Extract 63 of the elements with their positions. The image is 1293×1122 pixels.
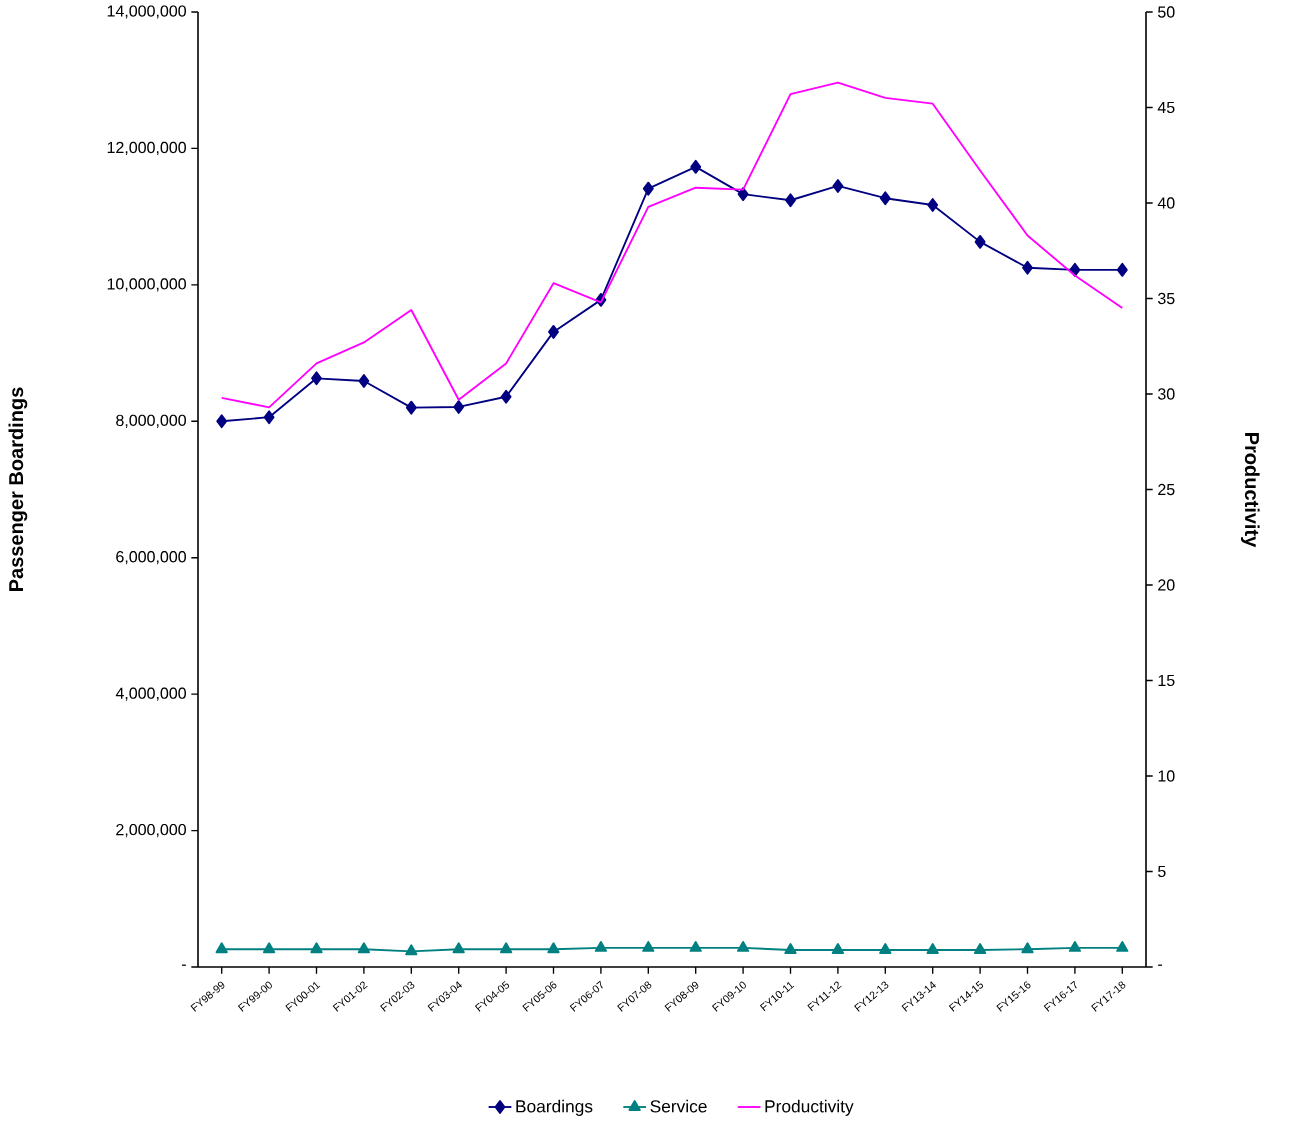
y2-tick-label: 50 [1158,6,1175,18]
point [784,943,797,954]
y2-tick-label: 25 [1158,483,1175,496]
point [926,943,939,954]
point [879,943,892,954]
point [263,410,275,425]
point [1116,262,1128,277]
y2-tick-label: 35 [1157,292,1175,305]
y2-tick-label: 15 [1158,674,1175,687]
point [642,181,654,196]
point [216,414,228,429]
point [832,179,844,193]
y-axis-title: Passenger Boardings [8,387,28,591]
point [1022,260,1033,275]
point [311,371,322,386]
legend-label: Productivity [765,1099,854,1116]
y2-tick-label: 10 [1158,770,1175,782]
point [642,940,655,952]
y2-tick-label: 20 [1158,579,1175,591]
point [500,389,512,404]
point [452,942,465,954]
legend-label: Service [650,1099,707,1113]
point [785,193,796,208]
y2-tick-label: 40 [1157,197,1175,209]
point [594,940,608,952]
y-tick-label: 8,000,000 [116,414,186,428]
y-tick-label: 12,000,000 [107,141,186,156]
point [1068,940,1082,952]
point [215,942,228,954]
point [262,942,276,954]
y-tick-label: 4,000,000 [115,687,186,701]
point [499,942,513,954]
point [690,159,702,174]
y-tick-label: 14,000,000 [107,5,186,19]
point [927,198,939,212]
point [831,943,845,954]
point [548,324,559,339]
point [879,191,891,206]
y-tick-label: 6,000,000 [116,551,186,565]
point [453,400,465,414]
point [736,940,750,952]
y-tick-label: 2,000,000 [116,823,186,838]
y2-tick-label: 5 [1158,865,1166,878]
point [405,944,418,956]
legend-label: Boardings [516,1099,593,1116]
point [405,400,417,415]
point [737,187,749,202]
point [547,942,560,954]
point [310,942,323,954]
y2-tick-label: 30 [1157,388,1175,400]
point [1021,942,1034,954]
point [1116,940,1129,952]
point [973,943,987,954]
y-tick-label: 10,000,000 [107,278,186,292]
point [974,234,986,249]
point [357,942,371,954]
y2-tick-label: - [1158,964,1163,966]
y-tick-label: - [182,964,186,966]
point [689,940,702,952]
y2-tick-label: 45 [1157,101,1175,114]
point [358,374,370,388]
point [1069,262,1081,277]
y2-axis-title: Productivity [1240,433,1260,548]
